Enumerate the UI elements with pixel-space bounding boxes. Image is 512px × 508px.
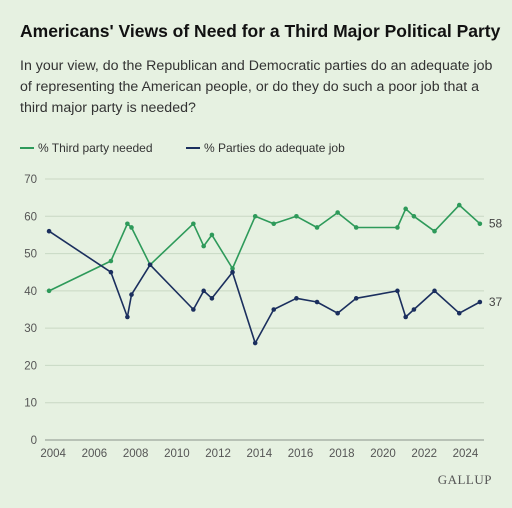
x-tick-label: 2016: [288, 448, 314, 460]
y-tick-label: 40: [24, 286, 37, 298]
x-tick-label: 2014: [247, 448, 273, 460]
data-point: [477, 221, 483, 227]
y-tick-label: 60: [24, 211, 37, 223]
data-point: [411, 307, 417, 312]
data-point: [46, 288, 52, 294]
x-tick-label: 2022: [411, 448, 437, 460]
data-point: [314, 225, 320, 230]
data-point: [456, 310, 462, 316]
end-value-label-1: 58: [489, 217, 503, 231]
data-point: [477, 299, 483, 305]
data-point: [395, 288, 400, 294]
data-point: [147, 262, 153, 268]
x-tick-label: 2020: [370, 448, 396, 460]
data-point: [294, 296, 299, 301]
data-point: [191, 307, 196, 312]
data-point: [411, 213, 417, 219]
x-tick-label: 2008: [123, 448, 149, 460]
series-layer: 58 37: [46, 202, 503, 346]
y-tick-label: 50: [24, 249, 37, 261]
y-tick-label: 10: [24, 398, 37, 410]
series-line-2: [48, 230, 481, 344]
x-tick-label: 2004: [40, 448, 66, 460]
data-point: [191, 221, 196, 227]
x-tick-label: 2006: [82, 448, 108, 460]
chart-title: Americans' Views of Need for a Third Maj…: [20, 21, 501, 41]
data-point: [201, 243, 206, 249]
data-point: [230, 269, 235, 275]
data-point: [271, 221, 277, 227]
y-tick-label: 70: [24, 174, 37, 186]
y-tick-label: 20: [24, 360, 37, 372]
data-point: [335, 210, 340, 215]
data-point: [314, 299, 320, 305]
data-point: [395, 225, 400, 230]
data-point: [456, 202, 462, 208]
legend: % Third party needed % Parties do adequat…: [20, 141, 345, 155]
axis-labels: 0 10 20 30 40 50 60 70 2004 2006 2008 2010 2012 2014 2…: [24, 174, 479, 460]
chart-subtitle: In your view, do the Republican and Demo…: [20, 58, 493, 116]
y-tick-label: 30: [24, 323, 37, 335]
legend-label-1: % Third party needed: [38, 141, 153, 155]
data-point: [353, 225, 359, 230]
data-point: [271, 307, 277, 312]
data-point: [432, 288, 437, 294]
data-point: [129, 292, 134, 297]
data-point: [432, 228, 437, 234]
data-point: [209, 296, 215, 301]
data-point: [252, 340, 258, 346]
data-point: [403, 206, 408, 212]
y-tick-label: 0: [31, 435, 37, 447]
data-point: [125, 221, 130, 227]
data-point: [108, 269, 114, 275]
legend-label-2: % Parties do adequate job: [204, 141, 345, 155]
data-point: [201, 288, 206, 294]
x-tick-label: 2010: [164, 448, 190, 460]
data-point: [294, 213, 299, 219]
x-tick-label: 2012: [205, 448, 231, 460]
data-point: [252, 213, 258, 219]
end-value-label-2: 37: [489, 295, 503, 309]
x-tick-label: 2018: [329, 448, 355, 460]
data-point: [125, 314, 130, 320]
data-point: [46, 228, 52, 234]
data-point: [403, 314, 408, 320]
data-point: [335, 310, 340, 316]
data-point: [353, 296, 359, 301]
x-tick-label: 2024: [453, 448, 479, 460]
data-point: [209, 232, 215, 238]
data-point: [230, 266, 235, 271]
gallup-logo: GALLUP: [437, 472, 492, 487]
data-point: [129, 225, 134, 230]
gridlines: [45, 178, 484, 441]
data-point: [108, 258, 114, 264]
